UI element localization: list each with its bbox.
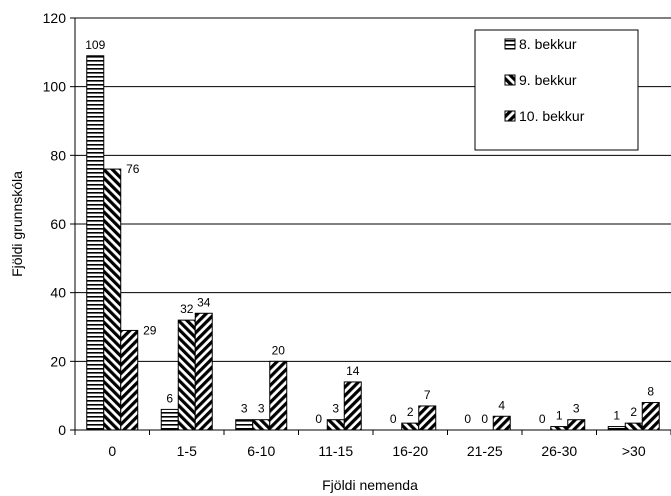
- bar: [177, 319, 196, 431]
- x-tick-label: 16-20: [392, 443, 428, 459]
- legend-label: 8. bekkur: [519, 36, 577, 52]
- data-label: 0: [464, 412, 471, 426]
- data-label: 3: [332, 402, 339, 416]
- data-label: 29: [143, 323, 157, 337]
- x-tick-label: >30: [622, 443, 646, 459]
- data-label: 3: [241, 402, 248, 416]
- x-tick-label: 26-30: [541, 443, 577, 459]
- x-tick-label: 6-10: [247, 443, 275, 459]
- bars: [86, 55, 660, 431]
- data-label: 0: [315, 412, 322, 426]
- data-label: 7: [424, 388, 431, 402]
- data-label: 3: [573, 402, 580, 416]
- legend-swatch: [504, 74, 516, 86]
- y-tick-label: 80: [50, 147, 66, 163]
- bar: [194, 312, 213, 431]
- bar: [550, 426, 569, 431]
- bar: [418, 405, 437, 431]
- y-axis-title: Fjöldi grunnskóla: [9, 171, 25, 277]
- data-label: 32: [180, 302, 194, 316]
- y-tick-label: 0: [58, 422, 66, 438]
- data-label: 1: [613, 409, 620, 423]
- legend: 8. bekkur 9. bekkur 10. bekkur: [474, 29, 639, 151]
- legend-swatch: [504, 38, 516, 50]
- data-label: 8: [647, 385, 654, 399]
- y-tick-label: 100: [43, 79, 67, 95]
- legend-label: 10. bekkur: [519, 108, 585, 124]
- data-label: 109: [85, 38, 105, 52]
- x-tick-label: 11-15: [318, 443, 353, 459]
- bar: [252, 419, 271, 431]
- data-label: 2: [407, 405, 414, 419]
- bar: [269, 360, 288, 431]
- data-label: 0: [539, 412, 546, 426]
- bar: [492, 415, 511, 431]
- y-tick-label: 120: [43, 10, 67, 26]
- data-label: 3: [258, 402, 265, 416]
- bar: [235, 419, 254, 431]
- data-label: 1: [556, 409, 563, 423]
- data-label: 6: [166, 391, 173, 405]
- data-label: 76: [126, 162, 140, 176]
- bar: [160, 408, 179, 431]
- legend-swatch: [504, 110, 516, 122]
- bar: [641, 402, 660, 431]
- y-tick-label: 60: [50, 216, 66, 232]
- bar: [103, 168, 122, 431]
- bar: [607, 426, 626, 431]
- x-tick-label: 21-25: [467, 443, 503, 459]
- y-tick-label: 20: [50, 353, 66, 369]
- bar: [343, 381, 362, 431]
- data-label: 20: [272, 343, 286, 357]
- x-axis-title: Fjöldi nemenda: [322, 477, 418, 493]
- x-tick-label: 0: [108, 443, 116, 459]
- bar: [624, 422, 643, 431]
- bar: [401, 422, 420, 431]
- data-label: 4: [498, 398, 505, 412]
- legend-box: [474, 29, 639, 151]
- x-tick-label: 1-5: [177, 443, 197, 459]
- data-label: 2: [630, 405, 637, 419]
- legend-label: 9. bekkur: [519, 72, 577, 88]
- data-label: 34: [197, 295, 211, 309]
- data-label: 0: [481, 412, 488, 426]
- y-tick-label: 40: [50, 285, 66, 301]
- bar: [326, 419, 345, 431]
- bar: [120, 329, 139, 431]
- gridlines: [75, 17, 671, 362]
- bar: [567, 419, 586, 431]
- bar: [86, 55, 105, 431]
- data-label: 0: [390, 412, 397, 426]
- data-label: 14: [346, 364, 360, 378]
